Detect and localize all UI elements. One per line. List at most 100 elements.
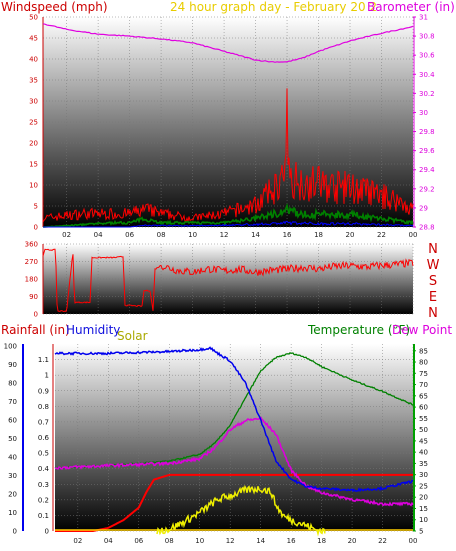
temperature-tick-label: 25: [419, 482, 428, 490]
wind-x-tick-label: 00: [409, 231, 418, 239]
solar-title: Solar: [117, 329, 148, 343]
temperature-tick-label: 85: [419, 347, 428, 355]
temperature-tick-label: 65: [419, 392, 428, 400]
temp-x-tick-label: 10: [195, 537, 204, 545]
rainfall-tick-label: 1.1: [38, 356, 49, 364]
windspeed-axis: 0 5 10 15 20 25 30 35 40 45 50: [29, 14, 44, 232]
wind-x-tick-label: 08: [157, 231, 166, 239]
humidity-tick-label: 0: [13, 528, 17, 536]
direction-tick-label: 90: [29, 293, 38, 301]
windspeed-tick-label: 30: [29, 98, 38, 106]
temp-x-tick-label: 16: [287, 537, 296, 545]
humidity-title: Humidity: [66, 323, 120, 337]
direction-tick-label: 360: [25, 241, 38, 249]
compass-letter: E: [429, 290, 437, 305]
barometer-tick-label: 31: [419, 14, 428, 22]
windspeed-tick-label: 40: [29, 56, 38, 64]
barometer-tick-label: 30.6: [419, 52, 435, 60]
temperature-tick-label: 80: [419, 359, 428, 367]
wind-x-tick-label: 20: [346, 231, 355, 239]
wind-average-line: [42, 202, 414, 228]
rainfall-title: Rainfall (in): [1, 323, 70, 337]
barometer-tick-label: 28.8: [419, 224, 435, 232]
windspeed-tick-label: 0: [34, 224, 38, 232]
wind-x-tick-label: 10: [188, 231, 197, 239]
humidity-tick-label: 20: [8, 491, 17, 499]
report-title: 24 hour graph day - February 20 2: [170, 0, 377, 14]
rainfall-tick-label: 1: [45, 372, 49, 380]
temperature-tick-label: 35: [419, 460, 428, 468]
barometer-axis: 28.8 29 29.2 29.4 29.6 29.8 30 30.2 30.4 30.6 30.8…: [413, 14, 435, 232]
temperature-title: Temperature (°F): [307, 323, 410, 337]
humidity-tick-label: 30: [8, 472, 17, 480]
temperature-tick-label: 50: [419, 426, 428, 434]
wind-direction-line: [42, 248, 414, 313]
barometer-tick-label: 30.8: [419, 33, 435, 41]
temp-series: [54, 346, 414, 537]
temp-x-tick-label: 08: [165, 537, 174, 545]
temp-plot-area: [55, 344, 413, 531]
temp-x-tick-label: 18: [317, 537, 326, 545]
temperature-tick-label: 15: [419, 505, 428, 513]
wind-x-axis: 02 04 06 08 10 12 14 16 18 20 22 00: [62, 231, 417, 239]
wind-x-tick-label: 22: [377, 231, 386, 239]
windspeed-tick-label: 20: [29, 140, 38, 148]
temp-x-tick-label: 02: [73, 537, 82, 545]
direction-tick-label: 0: [34, 311, 38, 319]
temperature-tick-label: 40: [419, 449, 428, 457]
rainfall-tick-label: 0.8: [38, 403, 49, 411]
windspeed-tick-label: 15: [29, 161, 38, 169]
temperature-tick-label: 20: [419, 494, 428, 502]
humidity-tick-label: 80: [8, 380, 17, 388]
direction-series: [42, 248, 414, 313]
barometer-tick-label: 30: [419, 109, 428, 117]
wind-gridlines: [43, 16, 414, 228]
direction-tick-label: 180: [25, 276, 38, 284]
temp-x-tick-label: 20: [348, 537, 357, 545]
humidity-tick-label: 10: [8, 509, 17, 517]
windspeed-tick-label: 45: [29, 35, 38, 43]
barometer-tick-label: 29.4: [419, 166, 435, 174]
direction-axis: 0 90 180 270 360: [25, 241, 44, 319]
humidity-axis: 0 10 20 30 40 50 60 70 80 90 100: [4, 343, 24, 536]
temperature-axis: 5 10 15 20 25 30 35 40 45 50 55 60 65 70 75 80 85: [413, 344, 428, 536]
humidity-tick-label: 90: [8, 361, 17, 369]
temperature-tick-label: 55: [419, 415, 428, 423]
temperature-tick-label: 75: [419, 370, 428, 378]
windspeed-tick-label: 25: [29, 119, 38, 127]
rainfall-tick-label: 0.3: [38, 481, 49, 489]
barometer-title: Barometer (in): [367, 0, 455, 14]
compass-letter: W: [427, 258, 440, 273]
gust-line: [42, 88, 414, 223]
rainfall-tick-label: 0.2: [38, 496, 49, 504]
direction-plot-area: [43, 244, 413, 314]
barometer-tick-label: 30.4: [419, 71, 435, 79]
wind-series: [42, 23, 414, 228]
temp-x-tick-label: 12: [226, 537, 235, 545]
temp-x-tick-label: 00: [409, 537, 418, 545]
rainfall-tick-label: 0.9: [38, 387, 49, 395]
rainfall-tick-label: 0.4: [38, 465, 50, 473]
rainfall-axis: 0 0.1 0.2 0.3 0.4 0.5 0.6 0.7 0.8 0.9 1 1.1: [38, 344, 54, 536]
rainfall-line: [55, 473, 413, 532]
humidity-line: [54, 346, 414, 493]
barometer-tick-label: 29.2: [419, 185, 435, 193]
direction-tick-label: 270: [25, 258, 38, 266]
humidity-tick-label: 60: [8, 417, 17, 425]
compass-letter: N: [428, 242, 438, 257]
wind-x-tick-label: 18: [314, 231, 323, 239]
barometer-tick-label: 29: [419, 204, 428, 212]
windspeed-tick-label: 5: [34, 203, 38, 211]
temperature-tick-label: 30: [419, 471, 428, 479]
wind-x-tick-label: 04: [94, 231, 103, 239]
rainfall-tick-label: 0.1: [38, 512, 49, 520]
wind-x-tick-label: 14: [251, 231, 260, 239]
wind-low-line: [43, 220, 414, 228]
rainfall-tick-label: 0.5: [38, 450, 49, 458]
temp-x-tick-label: 06: [134, 537, 143, 545]
rainfall-tick-label: 0.6: [38, 434, 50, 442]
wind-x-tick-label: 06: [125, 231, 134, 239]
humidity-tick-label: 40: [8, 454, 17, 462]
compass-letter: N: [428, 306, 438, 321]
